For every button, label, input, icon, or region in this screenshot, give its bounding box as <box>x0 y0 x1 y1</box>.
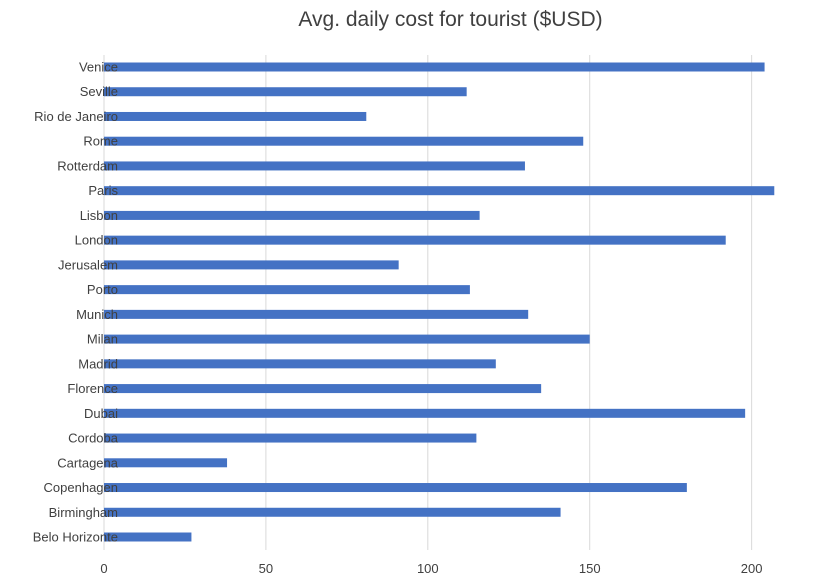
x-tick-label: 200 <box>741 561 763 576</box>
bar <box>104 210 480 220</box>
bar <box>104 384 542 394</box>
category-label: Porto <box>87 282 118 297</box>
category-label: Paris <box>88 183 118 198</box>
bar <box>104 458 228 468</box>
bar <box>104 334 590 344</box>
x-tick-label: 150 <box>579 561 601 576</box>
chart-title: Avg. daily cost for tourist ($USD) <box>298 8 603 31</box>
gridlines <box>103 55 753 550</box>
category-label: Munich <box>76 307 118 322</box>
bar <box>104 483 687 493</box>
category-label: Venice <box>79 60 118 75</box>
bar <box>104 507 561 517</box>
category-label: Seville <box>80 84 118 99</box>
bar <box>104 87 467 97</box>
bar <box>104 235 726 245</box>
category-label: Madrid <box>78 356 118 371</box>
bar <box>104 532 192 542</box>
category-label: Rio de Janeiro <box>34 109 118 124</box>
category-labels: Venice Seville Rio de Janeiro Rome Rotterdam… <box>33 60 119 545</box>
x-axis-tick-labels: 0 50 100 150 200 <box>100 561 762 576</box>
bar <box>104 408 746 418</box>
bar <box>104 161 525 171</box>
category-label: Dubai <box>84 406 118 421</box>
bar <box>104 136 584 146</box>
bar <box>104 433 477 443</box>
bar <box>104 260 399 270</box>
x-tick-label: 100 <box>417 561 439 576</box>
category-label: Cordoba <box>68 431 119 446</box>
bar <box>104 359 496 369</box>
bar <box>104 111 367 121</box>
bar <box>104 309 529 319</box>
bar <box>104 62 765 72</box>
category-label: Cartagena <box>57 455 118 470</box>
category-label: Jerusalem <box>58 257 118 272</box>
category-label: Lisbon <box>80 208 118 223</box>
bars <box>104 62 775 542</box>
bar <box>104 186 775 196</box>
category-label: Milan <box>87 332 118 347</box>
category-label: Florence <box>67 381 118 396</box>
category-label: Rotterdam <box>57 158 118 173</box>
x-tick-label: 50 <box>259 561 273 576</box>
x-tick-label: 0 <box>100 561 107 576</box>
category-label: Birmingham <box>49 505 118 520</box>
category-label: Rome <box>83 134 118 149</box>
bar <box>104 285 470 295</box>
category-label: London <box>75 233 118 248</box>
category-label: Copenhagen <box>44 480 118 495</box>
category-label: Belo Horizonte <box>33 530 118 545</box>
